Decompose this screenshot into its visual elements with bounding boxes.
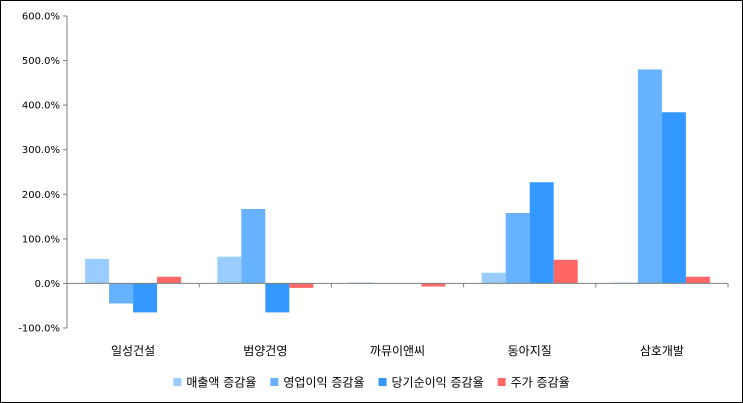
bar [529,182,554,284]
bar [85,258,110,284]
bar [685,276,710,284]
bar [481,272,506,284]
category-label: 범양건영 [243,344,287,358]
bar [637,69,662,284]
bar [505,213,530,284]
bar [289,283,314,288]
y-tick-label: -100.0% [18,324,60,335]
legend-label: 당기순이익 증감율 [392,376,484,390]
y-tick-label: 600.0% [22,12,60,23]
bar [157,276,182,284]
y-axis-ticks: -100.0% 0.0% 100.0% 200.0% 300.0% 400.0% 500.0… [18,12,67,335]
bar [133,283,158,313]
legend-swatch [378,378,387,386]
bar [265,283,290,313]
bar [217,256,242,284]
x-axis-labels: 일성건설 범양건영 까뮤이앤씨 동아지질 삼호개발 [111,344,684,358]
category-label: 까뮤이앤씨 [370,344,425,358]
y-tick-label: 500.0% [22,56,60,67]
legend-label: 매출액 증감율 [186,376,256,390]
bar [109,283,134,304]
legend-swatch [173,378,182,386]
y-tick-label: 200.0% [22,190,60,201]
y-tick-label: 0.0% [35,279,60,290]
legend: 매출액 증감율 영업이익 증감율 당기순이익 증감율 주가 증감율 [173,376,570,390]
legend-swatch [497,378,506,386]
y-tick-label: 100.0% [22,234,60,245]
bar [661,112,686,284]
legend-swatch [270,378,279,386]
category-label: 삼호개발 [640,344,684,358]
legend-label: 영업이익 증감율 [283,376,364,390]
bar [241,208,266,284]
legend-label: 주가 증감율 [511,376,570,390]
bar [421,283,446,287]
bar [553,259,578,284]
category-label: 일성건설 [111,344,155,358]
bars [85,69,710,313]
category-label: 동아지질 [508,344,552,358]
axes [66,16,729,328]
y-tick-label: 400.0% [22,101,60,112]
y-tick-label: 300.0% [22,145,60,156]
